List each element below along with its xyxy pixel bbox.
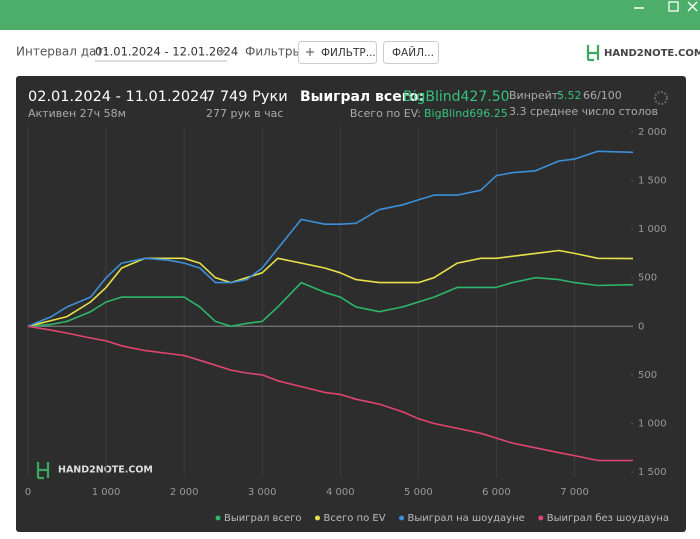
tables-average: 3.3 среднее число столов [509, 105, 658, 118]
filter-button-label[interactable]: ФИЛЬТР... [321, 47, 376, 59]
x-tick-label: 5 000 [404, 487, 433, 498]
close-button[interactable] [687, 1, 698, 12]
y-tick-label: 500 [638, 370, 657, 381]
series-line [27, 276, 634, 328]
period: 02.01.2024 - 11.01.2024 [28, 89, 209, 105]
ev-value: BigBlind696.25 [424, 107, 508, 120]
logo-text: HAND2NOTE.COM [604, 48, 700, 59]
dropdown-arrow[interactable] [218, 50, 226, 55]
hands: 7 749 Руки [206, 89, 288, 105]
maximize-button[interactable] [668, 1, 679, 12]
series-line [27, 249, 634, 328]
watermark-icon [36, 462, 50, 480]
x-tick-label: 3 000 [248, 487, 277, 498]
date-label: Интервал дат: [16, 45, 107, 59]
legend-label: Выиграл всего [224, 513, 301, 524]
y-tick-label: 0 [638, 321, 644, 332]
y-tick-label: 1 500 [638, 467, 667, 478]
won-label: Выиграл всего: [300, 89, 424, 105]
winrate-label: Винрейт: [509, 89, 562, 102]
legend-marker [215, 515, 221, 521]
legend-marker [538, 515, 544, 521]
legend-marker [399, 515, 405, 521]
plot: 0 1 000 2 000 3 000 4 000 5 000 6 000 7 000 2 00… [25, 127, 669, 524]
won-value: BigBlind427.50 [403, 89, 510, 105]
y-tick-label: 1 000 [638, 224, 667, 235]
x-tick-label: 4 000 [326, 487, 355, 498]
watermark: HAND2NOTE.COM [58, 465, 153, 476]
y-tick-label: 500 [638, 273, 657, 284]
file-button-label[interactable]: ФАЙЛ... [392, 46, 434, 59]
legend-label: Всего по EV [323, 513, 385, 524]
logo-icon [586, 45, 600, 62]
settings-icon[interactable] [654, 91, 668, 105]
x-tick-label: 1 000 [92, 487, 121, 498]
winrate-value: 5.52 [557, 89, 582, 102]
series-line [27, 150, 634, 328]
legend-label: Выиграл на шоудауне [408, 513, 525, 524]
plus-icon [306, 48, 314, 56]
y-tick-label: 1 500 [638, 175, 667, 186]
y-tick-label: 2 000 [638, 127, 667, 138]
legend-marker [314, 515, 320, 521]
ev-label: Всего по EV: [350, 107, 421, 120]
x-tick-label: 2 000 [170, 487, 199, 498]
file-button[interactable] [383, 41, 439, 64]
x-tick-label: 0 [25, 487, 31, 498]
y-tick-label: 1 000 [638, 419, 667, 430]
legend-label: Выиграл без шоудауна [547, 513, 669, 524]
x-tick-label: 6 000 [482, 487, 511, 498]
hands-per-hour: 277 рук в час [206, 107, 283, 120]
winrate-sample: 66/100 [583, 89, 622, 102]
filter-button[interactable] [298, 41, 377, 64]
active-time: Активен 27ч 58м [28, 107, 126, 120]
series-line [27, 325, 633, 462]
x-tick-label: 7 000 [560, 487, 589, 498]
date-range[interactable]: 01.01.2024 - 12.01.2024 [95, 45, 238, 59]
filters-label: Фильтры: [245, 45, 306, 59]
